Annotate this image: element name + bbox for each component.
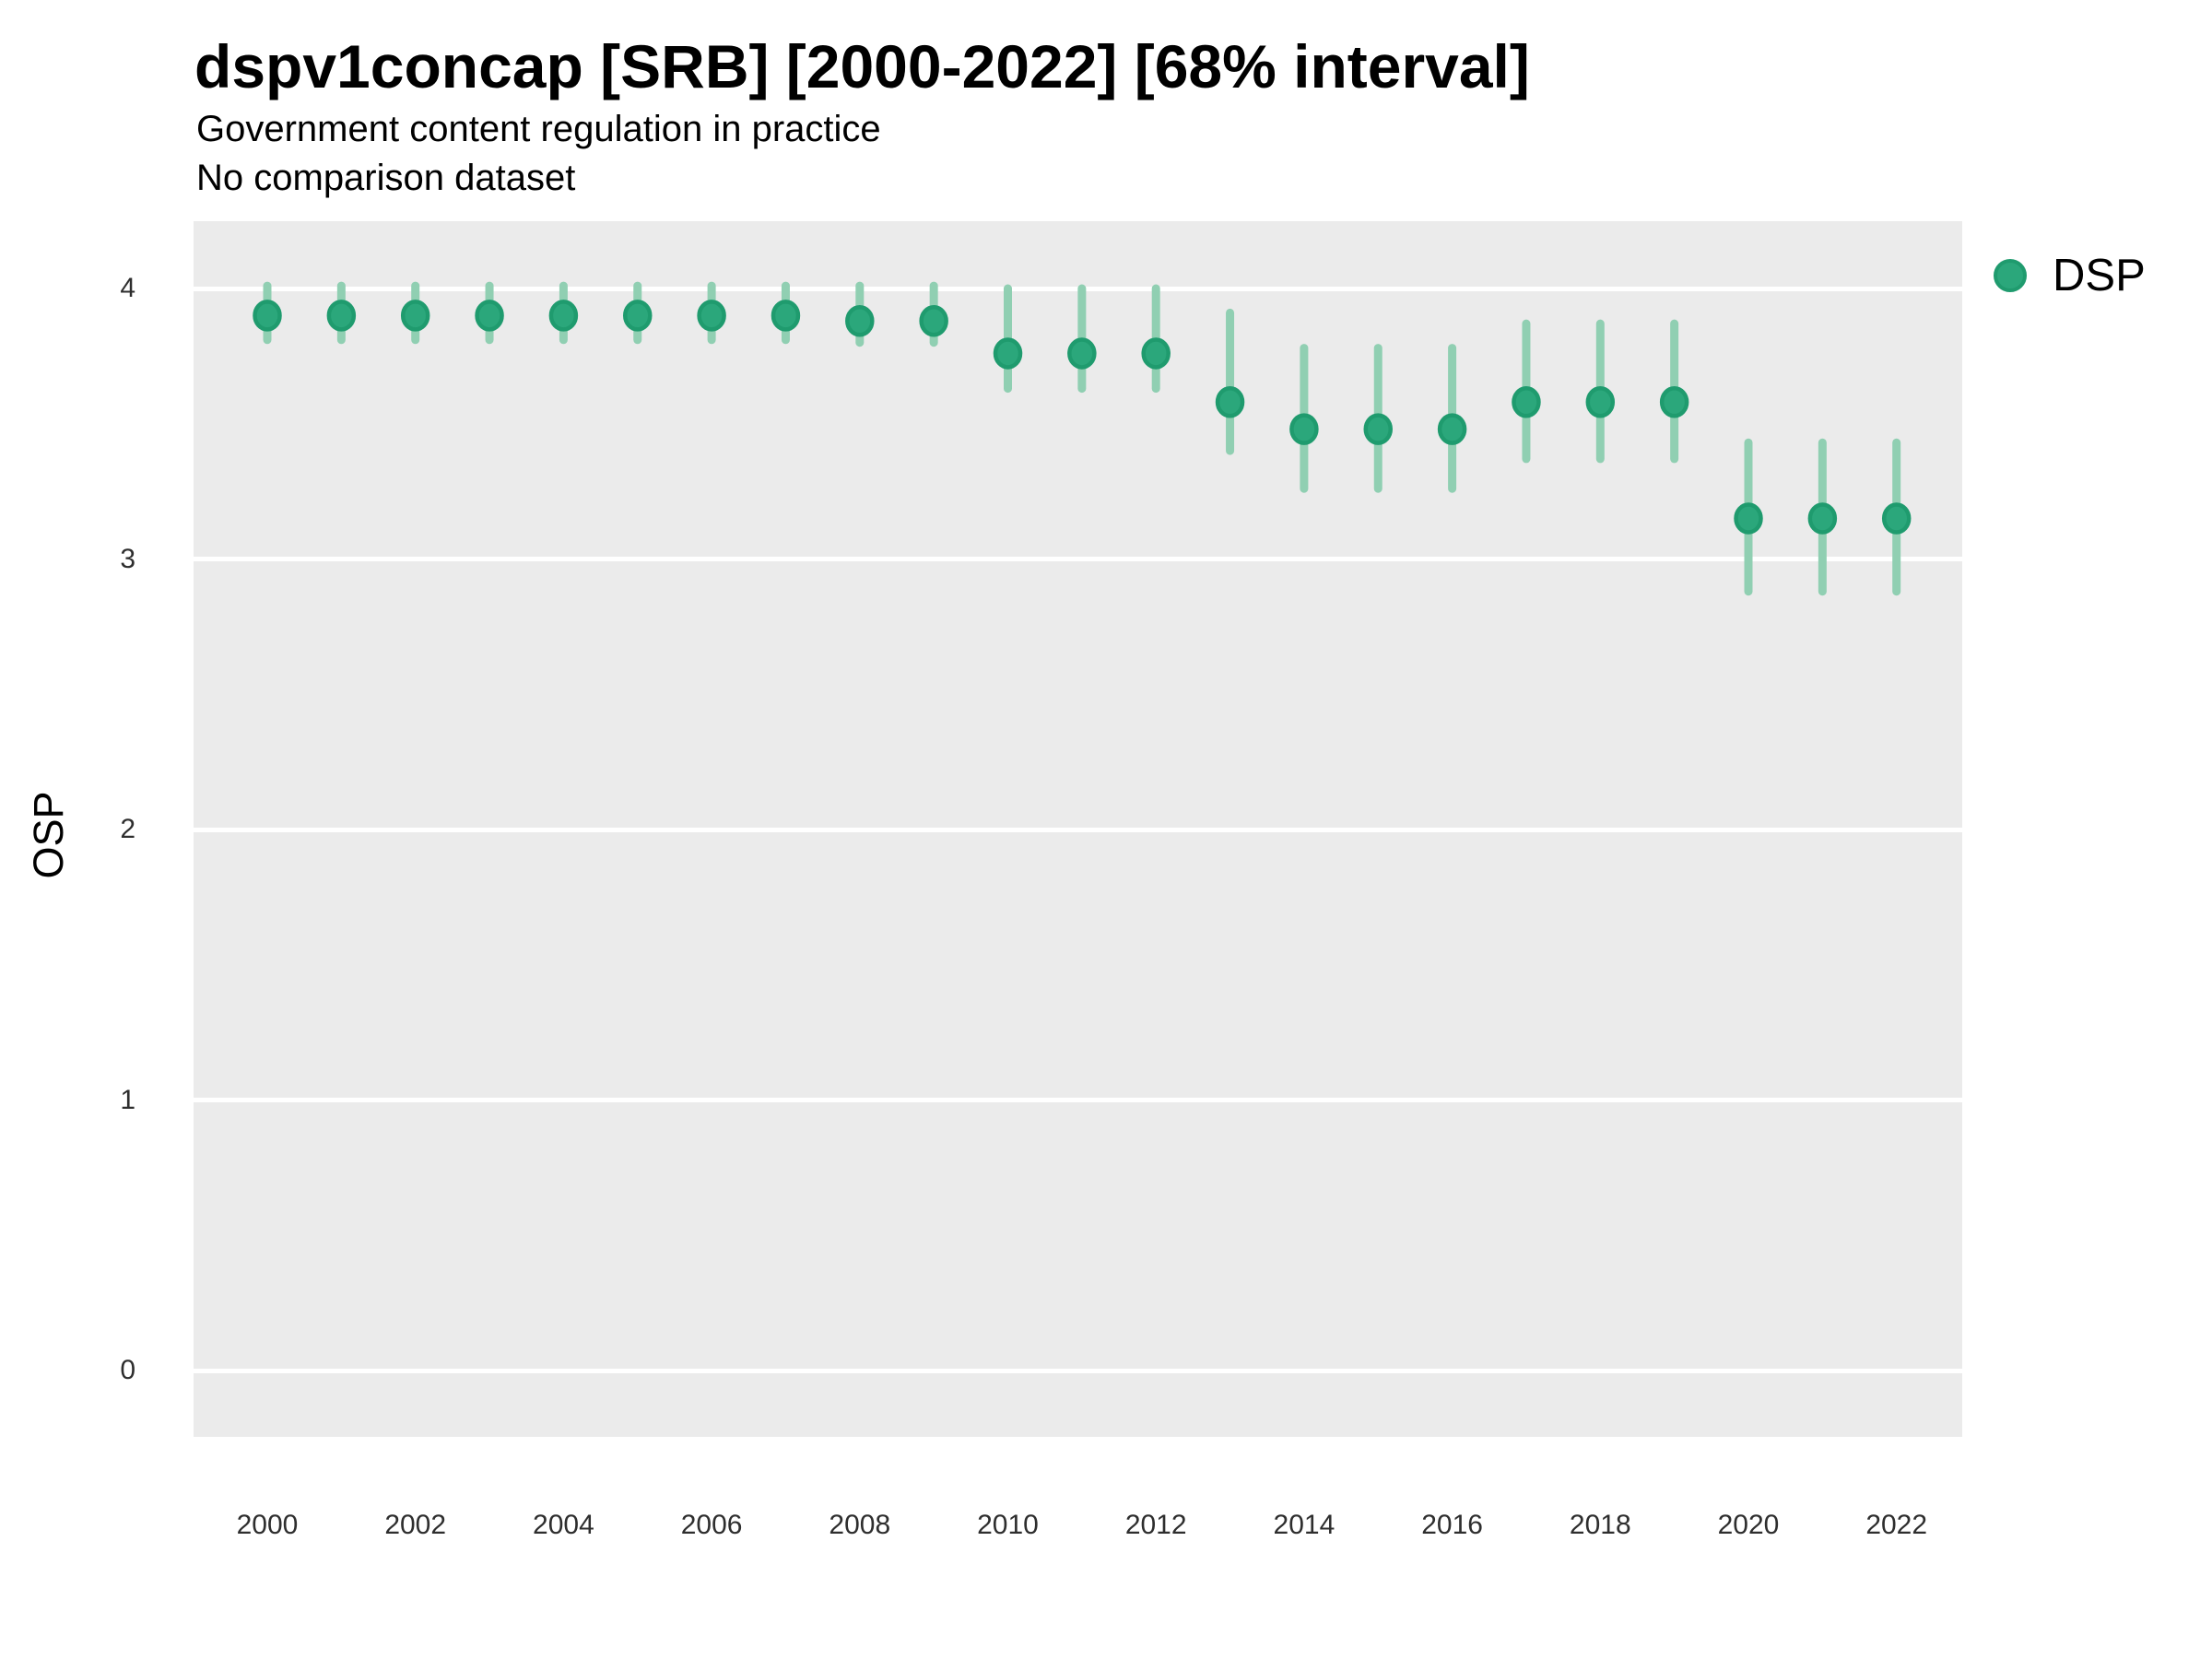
legend: DSP <box>1994 250 2146 301</box>
data-point-2017 <box>1512 386 1541 418</box>
data-point-2009 <box>919 304 948 337</box>
data-point-2007 <box>771 300 801 332</box>
data-point-2002 <box>400 300 430 332</box>
pointrange-series <box>253 281 1912 596</box>
gridline-y-0 <box>194 1368 1962 1373</box>
data-point-2022 <box>1881 502 1912 535</box>
data-point-2012 <box>1141 337 1171 370</box>
chart-title: dspv1concap [SRB] [2000-2022] [68% inter… <box>194 32 1530 100</box>
data-point-2013 <box>1215 386 1245 418</box>
x-tick-label-2012: 2012 <box>1124 1510 1187 1540</box>
x-tick-label-2014: 2014 <box>1273 1510 1335 1540</box>
gridline-y-1 <box>194 1098 1962 1102</box>
data-point-2015 <box>1363 413 1393 445</box>
data-point-2008 <box>845 304 875 337</box>
legend-label: DSP <box>2053 251 2146 300</box>
data-point-2016 <box>1437 413 1467 445</box>
data-point-2014 <box>1289 413 1319 445</box>
data-point-2005 <box>623 300 653 332</box>
data-point-2019 <box>1659 386 1689 418</box>
gridline-y-3 <box>194 557 1962 561</box>
y-tick-label-1: 1 <box>120 1084 135 1115</box>
x-tick-label-2018: 2018 <box>1569 1510 1631 1540</box>
x-tick-label-2020: 2020 <box>1717 1510 1780 1540</box>
data-point-2003 <box>475 300 504 332</box>
data-point-2020 <box>1734 502 1763 535</box>
data-point-2021 <box>1807 502 1838 535</box>
x-tick-label-2006: 2006 <box>680 1510 743 1540</box>
x-tick-label-2022: 2022 <box>1865 1510 1928 1540</box>
y-tick-label-4: 4 <box>120 273 135 303</box>
data-point-2001 <box>326 300 357 332</box>
y-tick-label-2: 2 <box>120 814 135 844</box>
data-point-2006 <box>697 300 726 332</box>
x-tick-label-2002: 2002 <box>384 1510 447 1540</box>
x-tick-label-2016: 2016 <box>1421 1510 1483 1540</box>
subtitle-line-1: Government content regulation in practic… <box>196 109 881 149</box>
data-point-2010 <box>993 337 1023 370</box>
chart-subtitle: Government content regulation in practic… <box>196 105 881 203</box>
data-point-2011 <box>1067 337 1097 370</box>
x-tick-label-2000: 2000 <box>236 1510 299 1540</box>
chart-panel <box>194 221 1962 1437</box>
y-tick-label-3: 3 <box>120 543 135 574</box>
data-point-2018 <box>1585 386 1616 418</box>
data-point-2004 <box>548 300 579 332</box>
y-tick-label-0: 0 <box>120 1355 135 1385</box>
subtitle-line-2: No comparison dataset <box>196 158 576 198</box>
data-point-2000 <box>253 300 282 332</box>
x-tick-label-2010: 2010 <box>977 1510 1039 1540</box>
x-tick-label-2004: 2004 <box>533 1510 594 1540</box>
legend-point-icon <box>1994 259 2027 292</box>
x-tick-label-2008: 2008 <box>829 1510 891 1540</box>
gridline-y-2 <box>194 827 1962 832</box>
